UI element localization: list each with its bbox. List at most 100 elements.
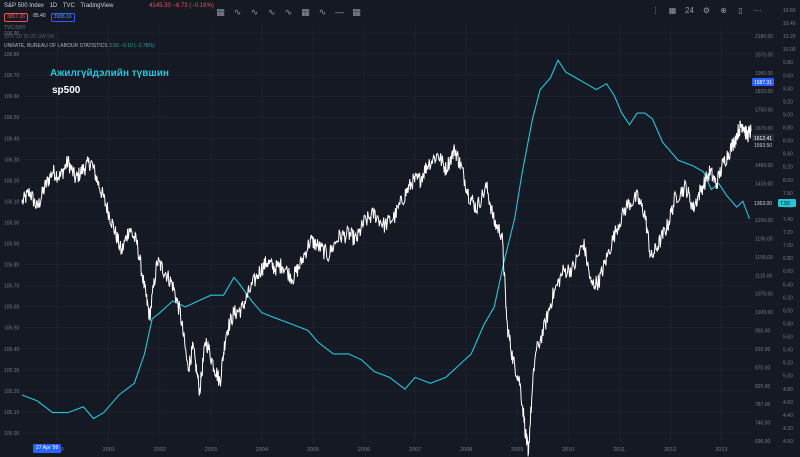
price-badge-bg bbox=[752, 78, 774, 86]
x-tick-label: 2007 bbox=[409, 447, 421, 453]
right-rate-tick-label: 6.60 bbox=[783, 269, 793, 275]
x-tick-label: 2009 bbox=[511, 447, 523, 453]
last-price-badge-bg bbox=[752, 134, 774, 142]
right-price-tick-label: 2070.00 bbox=[755, 52, 773, 58]
wave-icon[interactable]: ∿ bbox=[250, 7, 259, 17]
right-price-tick-label: 955.00 bbox=[755, 329, 771, 335]
sell-button[interactable]: 3857.26 bbox=[4, 13, 29, 22]
right-rate-tick-label: 8.00 bbox=[783, 178, 793, 184]
right-price-tick-label: 696.00 bbox=[755, 439, 771, 445]
unemployment-annotation: Ажилгүйдэлийн түвшин bbox=[50, 68, 169, 79]
x-tick-label: 2012 bbox=[664, 447, 676, 453]
grid-icon[interactable]: ▦ bbox=[216, 7, 225, 17]
rate-left-badge-bg bbox=[752, 199, 774, 207]
right-rate-tick-label: 9.20 bbox=[783, 99, 793, 105]
order-buttons: 3857.26 85.40 3988.16 bbox=[4, 13, 75, 22]
right-rate-tick-label: 7.20 bbox=[783, 230, 793, 236]
text-size-value[interactable]: 24 bbox=[685, 6, 694, 15]
right-price-tick-label: 2180.00 bbox=[755, 34, 773, 40]
right-rate-tick-label: 8.40 bbox=[783, 152, 793, 158]
rate-badge: 7.50 bbox=[780, 201, 790, 207]
right-rate-tick-label: 7.00 bbox=[783, 243, 793, 249]
right-rate-tick-label: 10.60 bbox=[783, 8, 796, 14]
right-price-tick-label: 1115.00 bbox=[755, 273, 773, 279]
right-rate-tick-label: 9.00 bbox=[783, 112, 793, 118]
left-tick-label: 105.50 bbox=[4, 326, 20, 332]
right-price-tick-label: 1750.00 bbox=[755, 108, 773, 114]
right-rate-tick-label: 8.60 bbox=[783, 139, 793, 145]
wave-icon[interactable]: ∿ bbox=[267, 7, 276, 17]
unrate-series-line bbox=[21, 59, 750, 420]
menu-icon[interactable]: ⋮ bbox=[651, 6, 660, 15]
left-tick-label: 106.20 bbox=[4, 178, 20, 184]
right-rate-tick-label: 8.20 bbox=[783, 165, 793, 171]
unrate-legend-name: UNRATE, BUREAU OF LABOUR STATISTICS bbox=[4, 43, 108, 49]
symbol-header: S&P 500 Index 1D TVC TradingView 4145.30… bbox=[4, 3, 218, 9]
left-tick-label: 106.30 bbox=[4, 157, 20, 163]
right-rate-tick-label: 7.80 bbox=[783, 191, 793, 197]
grid-icon[interactable]: ▦ bbox=[352, 7, 361, 17]
trash-icon[interactable]: ▯ bbox=[738, 6, 743, 15]
drawing-toolbar: ▦ ∿ ∿ ∿ ∿ ▦ ∿ — ▦ bbox=[215, 7, 362, 18]
left-tick-label: 105.70 bbox=[4, 284, 20, 290]
right-axis: 2180.00 2070.00 1960.00 1810.00 1750.00 1670.… bbox=[755, 8, 796, 445]
source-label: TVC bbox=[62, 3, 75, 9]
more-icon[interactable]: ⋯ bbox=[753, 6, 762, 15]
right-price-tick-label: 1480.00 bbox=[755, 163, 773, 169]
grid-icon[interactable]: ▦ bbox=[668, 6, 677, 15]
right-rate-tick-label: 6.00 bbox=[783, 308, 793, 314]
x-tick-label: 2004 bbox=[256, 447, 268, 453]
right-rate-tick-label: 5.60 bbox=[783, 335, 793, 341]
left-tick-label: 106.10 bbox=[4, 199, 20, 205]
right-price-tick-label: 1415.00 bbox=[755, 181, 773, 187]
left-tick-label: 106.50 bbox=[4, 115, 20, 121]
left-tick-label: 105.30 bbox=[4, 368, 20, 374]
left-tick-label: 106.40 bbox=[4, 136, 20, 142]
right-rate-tick-label: 4.80 bbox=[783, 387, 793, 393]
right-price-tick-label: 740.00 bbox=[755, 421, 771, 427]
left-tick-label: 105.90 bbox=[4, 242, 20, 248]
x-axis: 2000200120022003200420052006200720082009… bbox=[52, 447, 728, 453]
lock-icon[interactable]: ⊕ bbox=[720, 6, 727, 15]
wave-icon[interactable]: ∿ bbox=[233, 7, 242, 17]
right-price-tick-label: 787.00 bbox=[755, 402, 771, 408]
right-price-tick-label: 1810.00 bbox=[755, 89, 773, 95]
symbol-name: S&P 500 Index bbox=[4, 3, 44, 9]
grid-icon[interactable]: ▦ bbox=[301, 7, 310, 17]
left-tick-label: 105.60 bbox=[4, 305, 20, 311]
gear-icon[interactable]: ⚙ bbox=[702, 6, 711, 15]
x-tick-label: 2005 bbox=[307, 447, 319, 453]
right-price-tick-label: 1290.00 bbox=[755, 218, 773, 224]
right-rate-tick-label: 10.20 bbox=[783, 34, 796, 40]
x-tick-label: 2011 bbox=[613, 447, 625, 453]
interval-label: 1D bbox=[49, 3, 58, 9]
right-price-tick-label: 1155.00 bbox=[755, 255, 773, 261]
left-tick-label: 106.80 bbox=[4, 52, 20, 58]
right-price-tick-label: 1670.00 bbox=[755, 126, 773, 132]
last-price-badge-2-bg bbox=[752, 141, 774, 149]
left-axis: 106.90 106.80 106.70 106.60 106.50 106.40 106.… bbox=[4, 31, 20, 437]
right-rate-tick-label: 6.40 bbox=[783, 282, 793, 288]
rate-left-badge: 1363.00 bbox=[754, 201, 772, 207]
wave-icon[interactable]: ∿ bbox=[284, 7, 293, 17]
right-rate-tick-label: 5.80 bbox=[783, 321, 793, 327]
buy-button[interactable]: 3988.16 bbox=[50, 13, 75, 22]
platform-label: TradingView bbox=[80, 3, 114, 9]
right-rate-tick-label: 9.60 bbox=[783, 73, 793, 79]
left-tick-label: 105.40 bbox=[4, 347, 20, 353]
x-tick-label: 2002 bbox=[154, 447, 166, 453]
x-tick-label: 2006 bbox=[358, 447, 370, 453]
sp500-series-line bbox=[21, 120, 752, 457]
left-tick-label: 105.10 bbox=[4, 410, 20, 416]
right-rate-tick-label: 4.00 bbox=[783, 439, 793, 445]
left-tick-label: 105.20 bbox=[4, 389, 20, 395]
minus-icon[interactable]: — bbox=[335, 7, 344, 17]
right-rate-tick-label: 10.00 bbox=[783, 47, 796, 53]
right-price-tick-label: 910.00 bbox=[755, 347, 771, 353]
x-tick-label: 2003 bbox=[205, 447, 217, 453]
right-price-tick-label: 870.00 bbox=[755, 365, 771, 371]
wave-icon[interactable]: ∿ bbox=[318, 7, 327, 17]
spread-value: 85.40 bbox=[33, 13, 46, 19]
right-rate-tick-label: 4.60 bbox=[783, 400, 793, 406]
